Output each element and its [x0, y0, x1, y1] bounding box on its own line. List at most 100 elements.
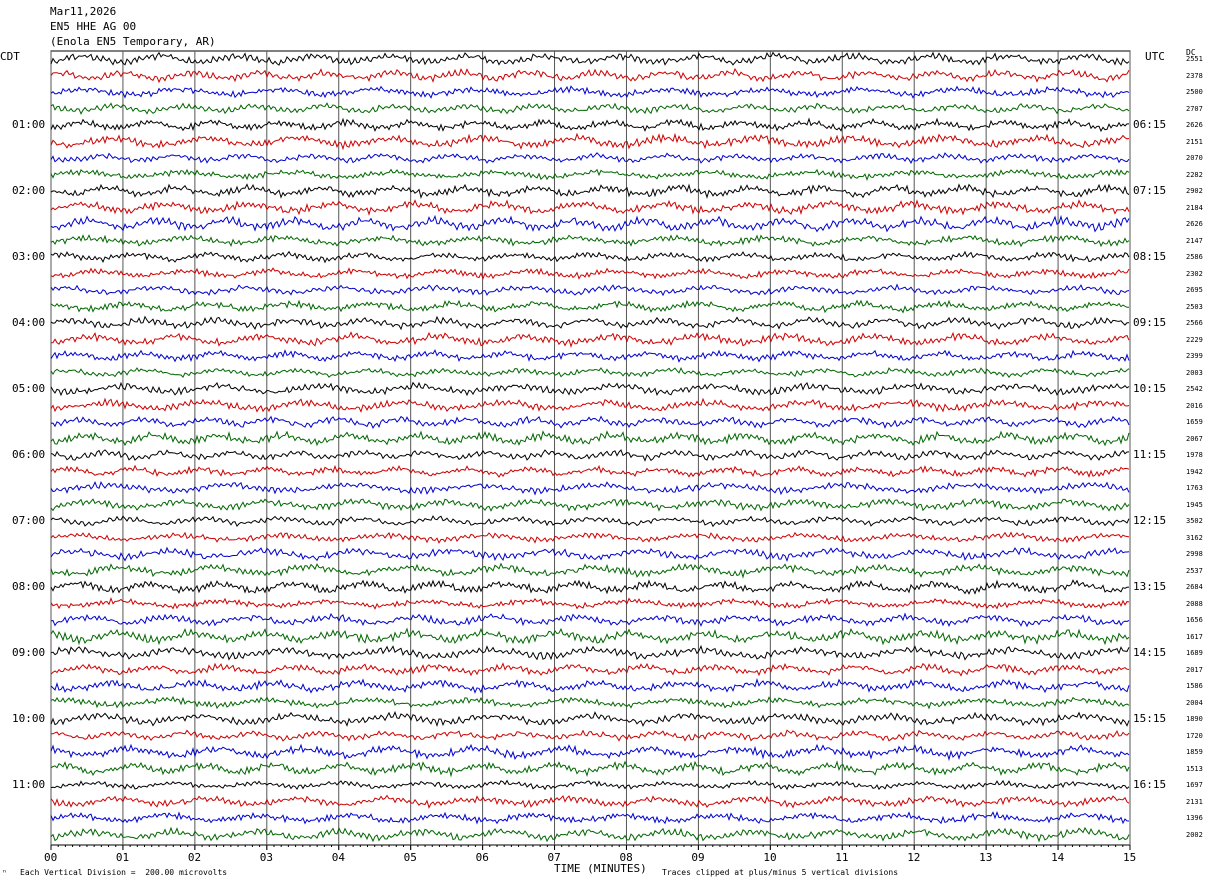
trace-line: [50, 464, 1130, 479]
trace-line: [50, 546, 1130, 563]
scale-note: Each Vertical Division = 200.00 microvol…: [20, 868, 228, 877]
trace-line: [50, 85, 1130, 99]
dc-offset-label: 2017: [1186, 665, 1203, 674]
right-hour-label: 09:15: [1133, 316, 1167, 329]
dc-offset-label: 1396: [1186, 814, 1203, 822]
dc-offset-label: 1720: [1186, 731, 1203, 740]
header-station: EN5 HHE AG 00: [50, 20, 137, 33]
trace-line: [50, 515, 1130, 528]
trace-line: [50, 531, 1130, 544]
trace-line: [50, 331, 1130, 349]
trace-line: [50, 597, 1130, 610]
trace-line: [50, 315, 1130, 331]
dc-offset-label: 2902: [1186, 187, 1203, 195]
dc-offset-label: 2542: [1186, 385, 1203, 393]
trace-line: [50, 449, 1130, 462]
dc-offset-label: 2566: [1186, 319, 1203, 327]
dc-offset-label: 2088: [1186, 599, 1203, 608]
trace-line: [50, 678, 1130, 694]
x-tick-label: 11: [835, 851, 849, 864]
dc-offset-label: 2503: [1186, 302, 1203, 311]
dc-offset-label: 2131: [1186, 797, 1203, 806]
trace-line: [50, 498, 1130, 512]
dc-offset-label: 1689: [1186, 649, 1203, 657]
left-hour-label: 10:00: [12, 712, 46, 725]
dc-offset-label: 1617: [1186, 632, 1203, 641]
x-axis-label: TIME (MINUTES): [554, 862, 647, 875]
x-tick-label: 14: [1051, 851, 1065, 864]
trace-line: [50, 794, 1130, 809]
right-hour-label: 10:15: [1133, 382, 1167, 395]
trace-line: [50, 644, 1130, 661]
trace-line: [50, 710, 1130, 728]
x-tick-label: 08: [619, 851, 633, 864]
right-hour-label: 15:15: [1133, 712, 1167, 725]
dc-offset-label: 1890: [1186, 715, 1203, 723]
trace-line: [50, 299, 1130, 314]
trace-line: [50, 250, 1130, 264]
left-hour-label: 08:00: [12, 580, 46, 593]
dc-offset-label: 2707: [1186, 104, 1203, 113]
trace-line: [50, 183, 1130, 199]
trace-line: [50, 779, 1130, 791]
dc-offset-label: 2626: [1186, 220, 1203, 228]
trace-line: [50, 199, 1130, 216]
dc-offset-label: 2998: [1186, 550, 1203, 558]
dc-offset-label: 2003: [1186, 368, 1203, 377]
x-tick-label: 15: [1123, 851, 1137, 864]
dc-offset-label: 2551: [1186, 55, 1203, 63]
trace-line: [50, 117, 1129, 133]
x-tick-label: 04: [331, 851, 345, 864]
trace-line: [50, 627, 1130, 646]
corner-mark: ⁿ: [2, 868, 7, 877]
left-hour-label: 04:00: [12, 316, 46, 329]
left-hour-label: 07:00: [12, 514, 46, 527]
plot-frame: [50, 50, 1131, 846]
trace-line: [50, 152, 1130, 164]
right-hour-label: 16:15: [1133, 778, 1167, 791]
x-tick-label: 12: [907, 851, 921, 864]
header-location: (Enola EN5 Temporary, AR): [50, 35, 216, 48]
dc-offset-label: 2229: [1186, 335, 1203, 344]
trace-line: [50, 67, 1130, 84]
right-hour-label: 13:15: [1133, 580, 1167, 593]
x-tick-label: 09: [691, 851, 705, 864]
dc-offset-label: 1659: [1186, 418, 1203, 426]
dc-offset-label: 2399: [1186, 352, 1203, 360]
dc-offset-label: 1942: [1186, 467, 1203, 476]
trace-line: [50, 132, 1130, 151]
dc-offset-label: 3502: [1186, 517, 1203, 525]
dc-offset-label: 2002: [1186, 830, 1203, 839]
right-timezone-label: UTC: [1145, 50, 1165, 63]
dc-offset-label: 3162: [1186, 533, 1203, 542]
x-tick-label: 05: [403, 851, 417, 864]
left-hour-label: 06:00: [12, 448, 46, 461]
dc-label: DC: [1186, 48, 1196, 57]
dc-offset-label: 2147: [1186, 236, 1203, 245]
left-hour-label: 01:00: [12, 118, 46, 131]
header-date: Mar11,2026: [50, 5, 117, 18]
trace-line: [50, 826, 1130, 843]
right-hour-label: 11:15: [1133, 448, 1167, 461]
trace-line: [50, 102, 1130, 115]
trace-line: [50, 168, 1130, 182]
dc-offset-label: 2695: [1186, 286, 1203, 294]
x-tick-label: 10: [763, 851, 777, 864]
dc-offset-label: 2151: [1186, 137, 1203, 146]
trace-line: [50, 267, 1130, 280]
trace-line: [50, 381, 1130, 397]
dc-offset-label: 1656: [1186, 616, 1203, 624]
x-tick-label: 07: [547, 851, 561, 864]
dc-offset-label: 1586: [1186, 682, 1203, 690]
trace-line: [50, 349, 1130, 363]
trace-line: [50, 234, 1130, 248]
trace-line: [50, 430, 1130, 447]
dc-offset-label: 2302: [1186, 269, 1203, 278]
right-hour-label: 12:15: [1133, 514, 1167, 527]
trace-line: [50, 579, 1130, 595]
dc-offset-label: 1945: [1186, 500, 1203, 509]
dc-offset-label: 1978: [1186, 451, 1203, 459]
trace-line: [50, 415, 1130, 429]
trace-line: [50, 480, 1130, 496]
